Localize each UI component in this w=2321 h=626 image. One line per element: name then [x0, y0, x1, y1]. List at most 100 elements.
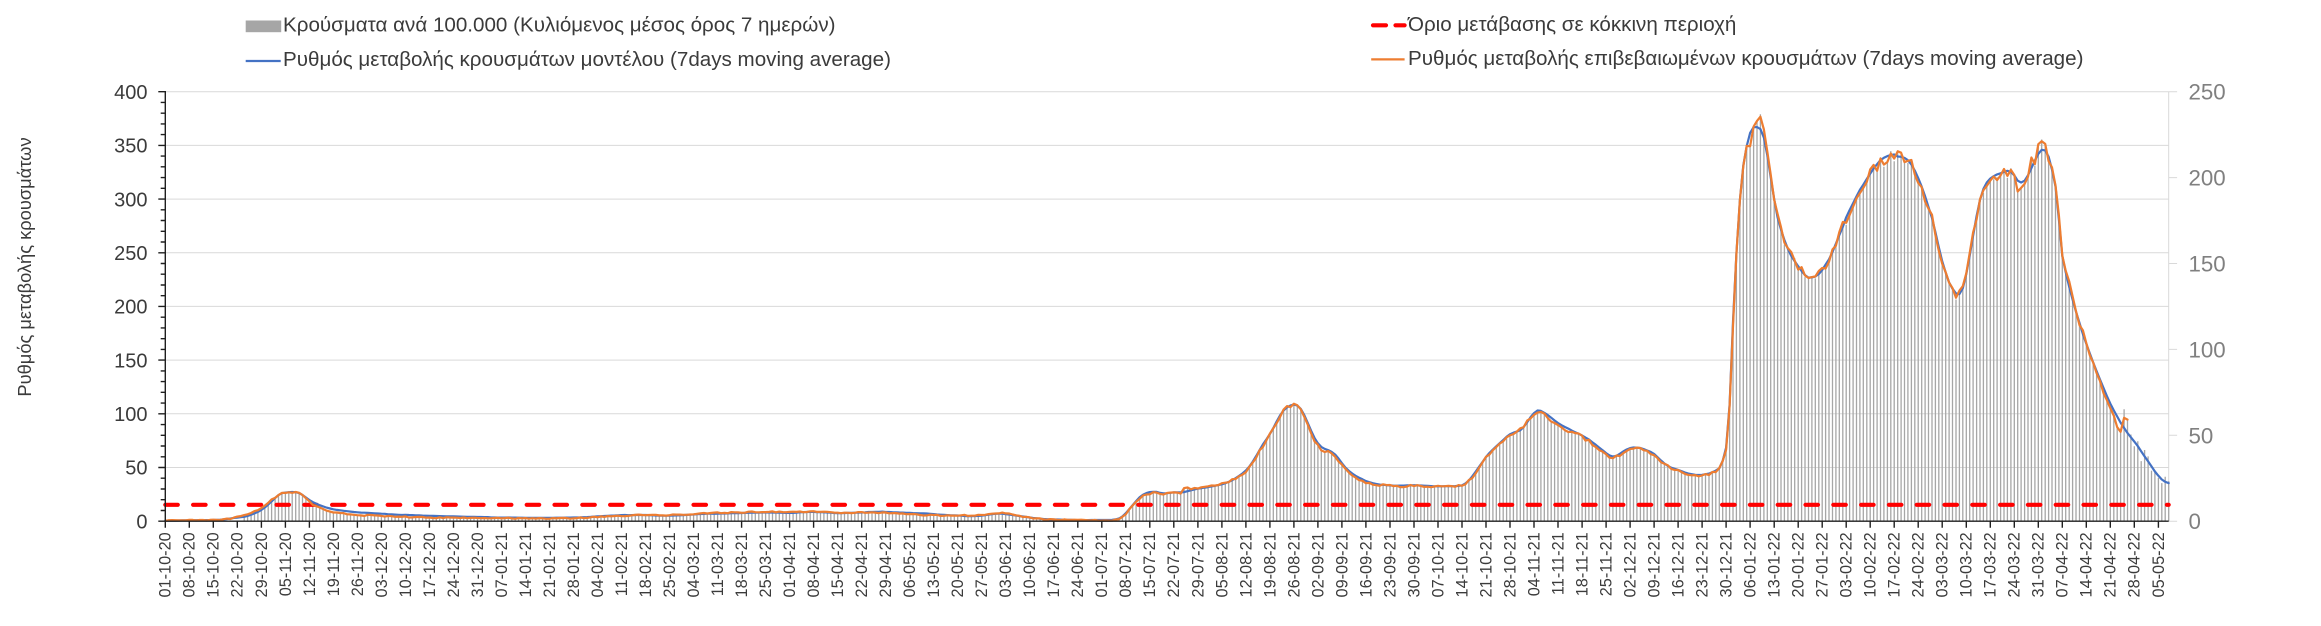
svg-text:03-06-21: 03-06-21 [997, 532, 1015, 597]
svg-text:07-01-21: 07-01-21 [493, 532, 511, 597]
svg-text:0: 0 [2189, 509, 2201, 534]
svg-text:03-03-22: 03-03-22 [1934, 532, 1952, 597]
svg-text:350: 350 [114, 136, 147, 158]
svg-text:17-12-20: 17-12-20 [421, 532, 439, 597]
svg-text:250: 250 [2189, 80, 2226, 105]
svg-text:28-10-21: 28-10-21 [1501, 532, 1519, 597]
svg-text:30-12-21: 30-12-21 [1718, 532, 1736, 597]
svg-text:08-10-20: 08-10-20 [181, 532, 199, 597]
svg-text:17-03-22: 17-03-22 [1982, 532, 2000, 597]
svg-text:400: 400 [114, 82, 147, 104]
svg-text:27-01-22: 27-01-22 [1814, 532, 1832, 597]
svg-text:03-02-22: 03-02-22 [1838, 532, 1856, 597]
svg-text:09-09-21: 09-09-21 [1333, 532, 1351, 597]
svg-text:25-03-21: 25-03-21 [757, 532, 775, 597]
svg-text:07-04-22: 07-04-22 [2054, 532, 2072, 597]
svg-text:11-02-21: 11-02-21 [613, 532, 631, 596]
svg-text:08-07-21: 08-07-21 [1117, 532, 1135, 597]
svg-text:17-02-22: 17-02-22 [1886, 532, 1904, 597]
svg-text:300: 300 [114, 189, 147, 211]
svg-text:11-03-21: 11-03-21 [709, 532, 727, 596]
svg-text:26-08-21: 26-08-21 [1285, 532, 1303, 597]
svg-text:150: 150 [114, 350, 147, 372]
svg-text:24-06-21: 24-06-21 [1069, 532, 1087, 597]
svg-text:10-12-20: 10-12-20 [397, 532, 415, 597]
svg-text:01-04-21: 01-04-21 [781, 532, 799, 597]
svg-text:07-10-21: 07-10-21 [1429, 532, 1447, 597]
svg-text:13-05-21: 13-05-21 [925, 532, 943, 597]
svg-text:10-03-22: 10-03-22 [1958, 532, 1976, 597]
svg-text:200: 200 [114, 297, 147, 319]
svg-text:04-03-21: 04-03-21 [685, 532, 703, 597]
svg-text:0: 0 [136, 511, 147, 533]
svg-text:20-05-21: 20-05-21 [949, 532, 967, 597]
svg-text:16-09-21: 16-09-21 [1357, 532, 1375, 597]
svg-text:22-07-21: 22-07-21 [1165, 532, 1183, 597]
svg-text:23-09-21: 23-09-21 [1381, 532, 1399, 597]
svg-text:27-05-21: 27-05-21 [973, 532, 991, 597]
svg-text:200: 200 [2189, 166, 2226, 191]
svg-text:30-09-21: 30-09-21 [1405, 532, 1423, 597]
svg-text:22-04-21: 22-04-21 [853, 532, 871, 597]
svg-text:16-12-21: 16-12-21 [1670, 532, 1688, 597]
svg-text:100: 100 [2189, 337, 2226, 362]
svg-text:19-08-21: 19-08-21 [1261, 532, 1279, 597]
svg-text:26-11-20: 26-11-20 [349, 532, 367, 596]
svg-text:29-10-20: 29-10-20 [253, 532, 271, 597]
svg-text:29-04-21: 29-04-21 [877, 532, 895, 597]
svg-text:Ρυθμός μεταβολής κρουσμάτων: Ρυθμός μεταβολής κρουσμάτων [14, 137, 35, 396]
svg-text:08-04-21: 08-04-21 [805, 532, 823, 597]
svg-text:10-02-22: 10-02-22 [1862, 532, 1880, 597]
svg-text:50: 50 [2189, 423, 2214, 448]
svg-text:03-12-20: 03-12-20 [373, 532, 391, 597]
svg-text:31-03-22: 31-03-22 [2030, 532, 2048, 597]
svg-text:23-12-21: 23-12-21 [1694, 532, 1712, 597]
svg-text:25-11-21: 25-11-21 [1598, 532, 1616, 596]
svg-text:02-12-21: 02-12-21 [1622, 532, 1640, 597]
svg-text:01-10-20: 01-10-20 [157, 532, 175, 597]
svg-text:50: 50 [125, 458, 147, 480]
svg-text:06-05-21: 06-05-21 [901, 532, 919, 597]
svg-text:17-06-21: 17-06-21 [1045, 532, 1063, 597]
svg-text:21-04-22: 21-04-22 [2102, 532, 2120, 597]
svg-text:05-08-21: 05-08-21 [1213, 532, 1231, 597]
svg-text:14-01-21: 14-01-21 [517, 532, 535, 597]
svg-text:09-12-21: 09-12-21 [1646, 532, 1664, 597]
svg-text:12-11-20: 12-11-20 [301, 532, 319, 596]
svg-text:15-10-20: 15-10-20 [205, 532, 223, 597]
svg-text:22-10-20: 22-10-20 [229, 532, 247, 597]
svg-text:Ρυθμός μεταβολής επιβεβαιωμένω: Ρυθμός μεταβολής επιβεβαιωμένων κρουσμάτ… [1408, 47, 2083, 70]
svg-text:Ρυθμός μεταβολής κρουσμάτων μο: Ρυθμός μεταβολής κρουσμάτων μοντέλου (7d… [283, 48, 891, 71]
svg-text:18-03-21: 18-03-21 [733, 532, 751, 597]
svg-text:15-04-21: 15-04-21 [829, 532, 847, 597]
svg-text:21-01-21: 21-01-21 [541, 532, 559, 597]
svg-text:29-07-21: 29-07-21 [1189, 532, 1207, 597]
svg-text:06-01-22: 06-01-22 [1742, 532, 1760, 597]
svg-text:21-10-21: 21-10-21 [1477, 532, 1495, 597]
svg-text:12-08-21: 12-08-21 [1237, 532, 1255, 597]
svg-text:24-02-22: 24-02-22 [1910, 532, 1928, 597]
svg-text:02-09-21: 02-09-21 [1309, 532, 1327, 597]
svg-text:14-04-22: 14-04-22 [2078, 532, 2096, 597]
svg-text:25-02-21: 25-02-21 [661, 532, 679, 597]
svg-text:14-10-21: 14-10-21 [1453, 532, 1471, 597]
svg-text:05-05-22: 05-05-22 [2150, 532, 2168, 597]
svg-text:28-01-21: 28-01-21 [565, 532, 583, 597]
svg-text:24-12-20: 24-12-20 [445, 532, 463, 597]
svg-text:04-11-21: 04-11-21 [1525, 532, 1543, 596]
svg-text:13-01-22: 13-01-22 [1766, 532, 1784, 597]
svg-text:05-11-20: 05-11-20 [277, 532, 295, 596]
svg-text:Όριο μετάβασης σε κόκκινη περι: Όριο μετάβασης σε κόκκινη περιοχή [1407, 13, 1736, 36]
svg-text:150: 150 [2189, 252, 2226, 277]
svg-text:18-02-21: 18-02-21 [637, 532, 655, 597]
svg-text:20-01-22: 20-01-22 [1790, 532, 1808, 597]
svg-text:04-02-21: 04-02-21 [589, 532, 607, 597]
svg-text:100: 100 [114, 404, 147, 426]
svg-text:Κρούσματα ανά 100.000 (Κυλιόμε: Κρούσματα ανά 100.000 (Κυλιόμενος μέσος … [283, 14, 835, 37]
svg-text:11-11-21: 11-11-21 [1549, 532, 1567, 595]
svg-text:31-12-20: 31-12-20 [469, 532, 487, 597]
svg-text:15-07-21: 15-07-21 [1141, 532, 1159, 597]
svg-text:19-11-20: 19-11-20 [325, 532, 343, 596]
svg-text:10-06-21: 10-06-21 [1021, 532, 1039, 597]
svg-text:24-03-22: 24-03-22 [2006, 532, 2024, 597]
